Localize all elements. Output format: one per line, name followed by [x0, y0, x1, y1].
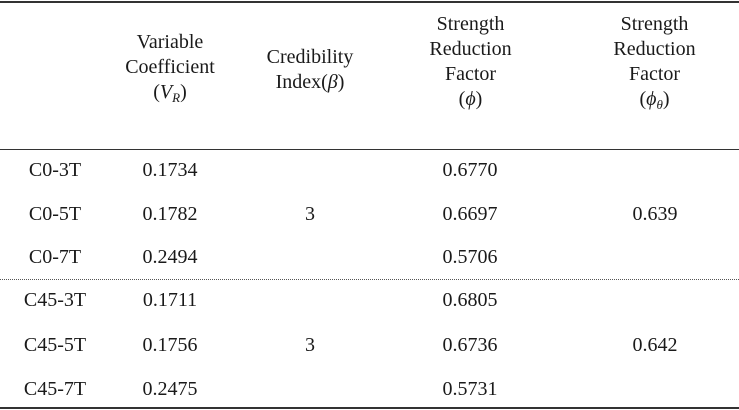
- header-phitheta-line2: Reduction: [613, 38, 696, 60]
- header-phi-line2: Reduction: [429, 38, 512, 60]
- credibility-index-value: 3: [305, 203, 315, 225]
- header-vr-line1: Variable: [136, 31, 204, 53]
- table-row-vr: 0.1782: [142, 203, 198, 225]
- header-vr-symbol: (VR): [153, 81, 187, 105]
- table-row-specimen: C0-3T: [28, 159, 82, 181]
- table-row-phi: 0.6805: [442, 289, 498, 311]
- group-divider: [0, 279, 739, 280]
- table-row-phi: 0.6770: [442, 159, 498, 181]
- table-row-vr: 0.2475: [142, 378, 198, 400]
- table-top-rule: [0, 1, 739, 3]
- table-row-specimen: C45-3T: [23, 289, 87, 311]
- header-beta-line1: Credibility: [266, 46, 354, 68]
- table-row-vr: 0.2494: [142, 246, 198, 268]
- phi-theta-value: 0.639: [632, 203, 678, 225]
- header-phi-line1: Strength: [436, 13, 505, 35]
- header-phitheta-line1: Strength: [620, 13, 689, 35]
- header-phitheta-symbol: (ϕθ): [639, 88, 670, 112]
- header-rule: [0, 149, 739, 150]
- header-beta-line2: Index(β): [275, 71, 345, 93]
- credibility-index-value: 3: [305, 334, 315, 356]
- header-phitheta-line3: Factor: [628, 63, 681, 85]
- table-bottom-rule: [0, 407, 739, 409]
- header-phi-symbol: (ϕ): [458, 88, 483, 110]
- table-row-phi: 0.6697: [442, 203, 498, 225]
- header-vr-line2: Coefficient: [125, 56, 215, 78]
- table-row-vr: 0.1734: [142, 159, 198, 181]
- header-phi-line3: Factor: [444, 63, 497, 85]
- header-credibility-index: Credibility Index(β): [245, 45, 375, 95]
- header-variable-coefficient: Variable Coefficient (VR): [100, 30, 240, 110]
- table-row-specimen: C0-5T: [28, 203, 82, 225]
- table-row-phi: 0.5706: [442, 246, 498, 268]
- table-row-specimen: C0-7T: [28, 246, 82, 268]
- header-strength-reduction-factor: Strength Reduction Factor (ϕ): [398, 12, 543, 112]
- table-row-phi: 0.5731: [442, 378, 498, 400]
- table-row-specimen: C45-5T: [23, 334, 87, 356]
- phi-theta-value: 0.642: [632, 334, 678, 356]
- table-row-phi: 0.6736: [442, 334, 498, 356]
- header-strength-reduction-factor-theta: Strength Reduction Factor (ϕθ): [582, 12, 727, 117]
- table-row-vr: 0.1756: [142, 334, 198, 356]
- table-row-specimen: C45-7T: [23, 378, 87, 400]
- table-row-vr: 0.1711: [142, 289, 198, 311]
